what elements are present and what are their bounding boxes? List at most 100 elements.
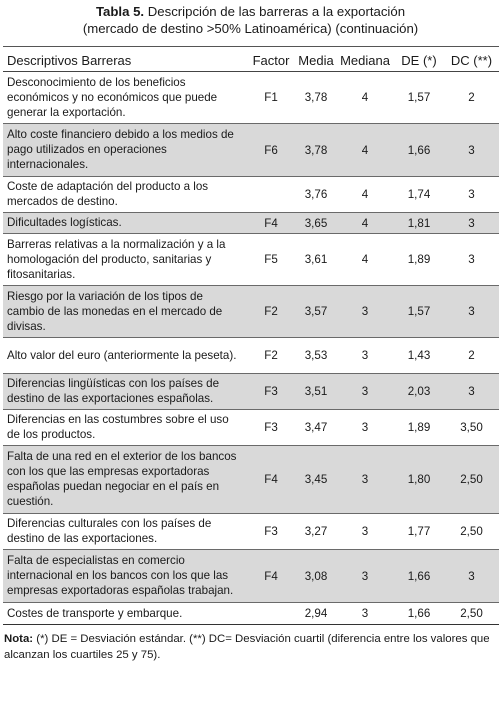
cell-description: Alto valor del euro (anteriormente la pe… — [3, 337, 246, 374]
cell-dc: 3 — [444, 123, 499, 177]
table-row: Coste de adaptación del producto a los m… — [3, 176, 499, 213]
cell-mediana: 4 — [336, 71, 394, 124]
table-note: Nota: (*) DE = Desviación estándar. (**)… — [0, 625, 501, 663]
cell-mediana: 4 — [336, 123, 394, 177]
cell-de: 1,43 — [394, 337, 444, 374]
cell-description: Diferencias en las costumbres sobre el u… — [3, 409, 246, 446]
cell-mediana: 3 — [336, 549, 394, 603]
cell-dc: 2,50 — [444, 445, 499, 514]
cell-description: Diferencias culturales con los países de… — [3, 513, 246, 550]
table-row: Diferencias lingüísticas con los países … — [3, 373, 499, 410]
cell-mediana: 4 — [336, 233, 394, 286]
cell-de: 2,03 — [394, 373, 444, 410]
cell-description: Falta de especialistas en comercio inter… — [3, 549, 246, 603]
cell-de: 1,66 — [394, 123, 444, 177]
barriers-table: Descriptivos Barreras Factor Media Media… — [3, 46, 499, 625]
cell-dc: 3 — [444, 176, 499, 213]
cell-media: 3,45 — [296, 445, 336, 514]
table-header-row: Descriptivos Barreras Factor Media Media… — [3, 46, 499, 72]
cell-description: Dificultades logísticas. — [3, 212, 246, 234]
table-row: Alto coste financiero debido a los medio… — [3, 123, 499, 177]
cell-dc: 2 — [444, 337, 499, 374]
cell-dc: 2 — [444, 71, 499, 124]
column-header-dc: DC (**) — [444, 46, 499, 72]
cell-media: 3,53 — [296, 337, 336, 374]
cell-media: 3,57 — [296, 285, 336, 338]
cell-description: Coste de adaptación del producto a los m… — [3, 176, 246, 213]
cell-factor: F3 — [246, 409, 296, 446]
cell-mediana: 3 — [336, 513, 394, 550]
column-header-descriptivos: Descriptivos Barreras — [3, 46, 246, 72]
cell-media: 3,47 — [296, 409, 336, 446]
cell-media: 3,78 — [296, 71, 336, 124]
cell-factor — [246, 176, 296, 213]
cell-media: 3,27 — [296, 513, 336, 550]
cell-de: 1,66 — [394, 549, 444, 603]
cell-mediana: 3 — [336, 337, 394, 374]
cell-media: 2,94 — [296, 602, 336, 625]
column-header-factor: Factor — [246, 46, 296, 72]
table-row: Falta de una red en el exterior de los b… — [3, 445, 499, 514]
cell-dc: 3 — [444, 212, 499, 234]
cell-mediana: 3 — [336, 445, 394, 514]
table-caption: Tabla 5. Descripción de las barreras a l… — [0, 0, 501, 37]
cell-mediana: 4 — [336, 212, 394, 234]
cell-de: 1,57 — [394, 285, 444, 338]
cell-de: 1,77 — [394, 513, 444, 550]
cell-description: Diferencias lingüísticas con los países … — [3, 373, 246, 410]
cell-factor: F3 — [246, 373, 296, 410]
cell-factor: F2 — [246, 285, 296, 338]
table-title-line: Tabla 5. Descripción de las barreras a l… — [0, 3, 501, 20]
cell-de: 1,81 — [394, 212, 444, 234]
cell-dc: 3,50 — [444, 409, 499, 446]
cell-factor: F5 — [246, 233, 296, 286]
cell-de: 1,66 — [394, 602, 444, 625]
cell-description: Desconocimiento de los beneficios económ… — [3, 71, 246, 124]
cell-dc: 2,50 — [444, 602, 499, 625]
cell-factor — [246, 602, 296, 625]
cell-de: 1,89 — [394, 409, 444, 446]
cell-mediana: 3 — [336, 373, 394, 410]
table-row: Barreras relativas a la normalización y … — [3, 233, 499, 286]
cell-description: Falta de una red en el exterior de los b… — [3, 445, 246, 514]
cell-factor: F4 — [246, 212, 296, 234]
cell-dc: 3 — [444, 233, 499, 286]
cell-media: 3,08 — [296, 549, 336, 603]
cell-mediana: 4 — [336, 176, 394, 213]
table-number: Tabla 5. — [95, 4, 145, 19]
cell-de: 1,57 — [394, 71, 444, 124]
column-header-media: Media — [296, 46, 336, 72]
cell-media: 3,65 — [296, 212, 336, 234]
table-subtitle: (mercado de destino >50% Latinoamérica) … — [82, 21, 419, 36]
cell-dc: 3 — [444, 549, 499, 603]
cell-media: 3,61 — [296, 233, 336, 286]
cell-description: Costes de transporte y embarque. — [3, 602, 246, 625]
note-text: (*) DE = Desviación estándar. (**) DC= D… — [4, 633, 490, 661]
cell-factor: F3 — [246, 513, 296, 550]
cell-factor: F6 — [246, 123, 296, 177]
column-header-mediana: Mediana — [336, 46, 394, 72]
cell-description: Alto coste financiero debido a los medio… — [3, 123, 246, 177]
cell-description: Riesgo por la variación de los tipos de … — [3, 285, 246, 338]
cell-media: 3,51 — [296, 373, 336, 410]
table-row: Diferencias en las costumbres sobre el u… — [3, 409, 499, 446]
cell-dc: 3 — [444, 373, 499, 410]
table-row: Dificultades logísticas. F4 3,65 4 1,81 3 — [3, 212, 499, 234]
cell-dc: 3 — [444, 285, 499, 338]
cell-de: 1,89 — [394, 233, 444, 286]
cell-dc: 2,50 — [444, 513, 499, 550]
table-row: Diferencias culturales con los países de… — [3, 513, 499, 550]
table-row: Desconocimiento de los beneficios económ… — [3, 71, 499, 124]
cell-de: 1,74 — [394, 176, 444, 213]
column-header-de: DE (*) — [394, 46, 444, 72]
cell-media: 3,76 — [296, 176, 336, 213]
cell-mediana: 3 — [336, 409, 394, 446]
cell-factor: F2 — [246, 337, 296, 374]
cell-description: Barreras relativas a la normalización y … — [3, 233, 246, 286]
table-title: Descripción de las barreras a la exporta… — [147, 4, 406, 19]
cell-de: 1,80 — [394, 445, 444, 514]
table-body: Desconocimiento de los beneficios económ… — [3, 71, 499, 625]
note-label: Nota: — [4, 633, 34, 645]
cell-mediana: 3 — [336, 602, 394, 625]
cell-media: 3,78 — [296, 123, 336, 177]
